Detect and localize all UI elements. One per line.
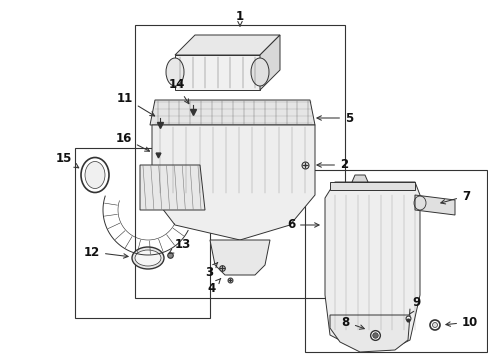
Polygon shape [140, 165, 204, 210]
Text: 1: 1 [235, 10, 244, 26]
Ellipse shape [85, 162, 105, 189]
Polygon shape [414, 195, 454, 215]
Ellipse shape [132, 247, 163, 269]
Text: 16: 16 [115, 131, 149, 151]
Bar [175, 55, 260, 90]
Polygon shape [329, 315, 409, 352]
Polygon shape [152, 125, 314, 240]
Text: 4: 4 [207, 278, 220, 294]
Text: 6: 6 [286, 219, 318, 231]
Ellipse shape [250, 58, 268, 86]
Polygon shape [150, 100, 314, 125]
Text: 9: 9 [408, 297, 419, 315]
Text: 2: 2 [316, 158, 347, 171]
Bar [75, 148, 209, 318]
Polygon shape [260, 35, 280, 90]
Text: 8: 8 [341, 315, 364, 329]
Polygon shape [351, 175, 367, 182]
Ellipse shape [431, 323, 437, 328]
Text: 13: 13 [169, 238, 191, 253]
Text: 5: 5 [316, 112, 352, 125]
Polygon shape [325, 182, 419, 350]
Ellipse shape [165, 58, 183, 86]
Text: 7: 7 [440, 189, 469, 204]
Text: 11: 11 [117, 91, 154, 116]
Text: 10: 10 [445, 315, 477, 328]
Text: 3: 3 [204, 262, 217, 279]
Polygon shape [209, 240, 269, 275]
Text: 14: 14 [168, 78, 188, 104]
Ellipse shape [135, 250, 161, 266]
Text: 12: 12 [83, 246, 128, 258]
Polygon shape [329, 182, 414, 190]
Polygon shape [175, 35, 280, 55]
Bar [135, 25, 345, 298]
Bar [305, 170, 486, 352]
Text: 15: 15 [56, 152, 79, 168]
